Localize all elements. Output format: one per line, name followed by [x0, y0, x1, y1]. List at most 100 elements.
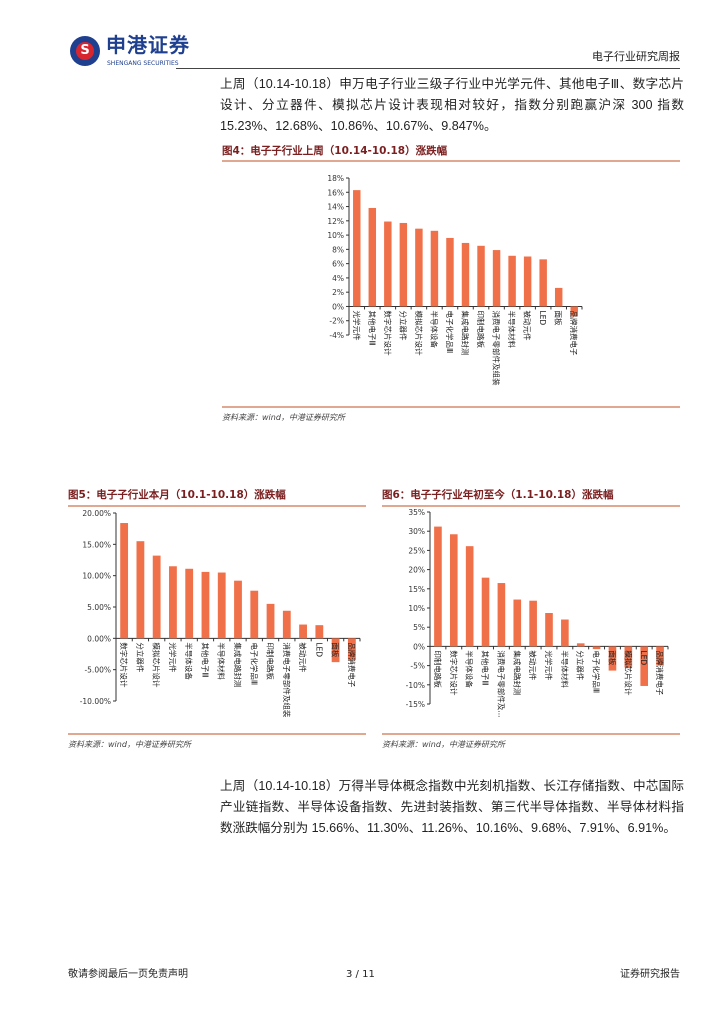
x-tick-label: 分立器件	[135, 642, 145, 672]
x-tick-label: 半导体设备	[184, 642, 194, 680]
y-tick-label: 10%	[327, 231, 344, 240]
bar	[561, 619, 569, 647]
x-tick-label: 电子化学品Ⅲ	[445, 310, 455, 353]
bar	[368, 207, 377, 307]
figure-5-title: 图5：电子子行业本月（10.1-10.18）涨跌幅	[68, 489, 286, 501]
y-tick-label: 35%	[408, 508, 425, 517]
bar	[201, 571, 210, 639]
bar	[529, 600, 537, 647]
bar	[234, 580, 242, 639]
x-tick-label: 消费电子零部件及组装	[282, 642, 292, 717]
bar	[608, 646, 617, 671]
y-tick-label: -15%	[406, 700, 425, 709]
y-tick-label: -10.00%	[80, 697, 111, 706]
bar	[461, 242, 470, 307]
bar	[315, 625, 324, 639]
bar	[640, 646, 649, 686]
x-tick-label: LED	[538, 310, 547, 325]
bar	[465, 546, 474, 647]
y-tick-label: -2%	[329, 317, 344, 326]
bar	[539, 259, 547, 307]
bar	[545, 612, 553, 647]
y-tick-label: 8%	[332, 245, 344, 254]
x-tick-label: 面板	[331, 642, 341, 657]
y-tick-label: 20%	[408, 566, 425, 575]
y-tick-label: 10.00%	[82, 572, 111, 581]
y-tick-label: 5.00%	[87, 603, 111, 612]
x-tick-label: 半导体设备	[429, 310, 439, 348]
bar	[497, 583, 506, 647]
y-tick-label: 4%	[332, 274, 344, 283]
bar	[120, 523, 129, 639]
x-tick-label: 集成电路封测	[512, 650, 522, 695]
bar	[384, 221, 392, 307]
divider	[222, 406, 680, 408]
bar	[656, 646, 664, 666]
x-tick-label: 品牌消费电子	[347, 642, 357, 687]
x-tick-label: 被动元件	[298, 642, 308, 672]
header-rule	[176, 68, 680, 69]
bar	[299, 624, 307, 639]
bar	[169, 566, 177, 639]
bar	[399, 222, 408, 307]
y-tick-label: 2%	[332, 288, 344, 297]
x-tick-label: 光学元件	[544, 650, 554, 680]
bar	[430, 230, 439, 307]
x-tick-label: 半导体设备	[465, 650, 475, 688]
x-tick-label: 其他电子Ⅲ	[367, 310, 377, 345]
bar	[331, 638, 340, 663]
bar	[592, 646, 601, 650]
y-tick-label: 12%	[327, 217, 344, 226]
x-tick-label: 半导体材料	[217, 642, 227, 680]
report-type: 电子行业研究周报	[592, 50, 680, 63]
y-tick-label: 10%	[408, 604, 425, 613]
x-tick-label: 半导体材料	[560, 650, 570, 688]
bar	[523, 256, 532, 307]
x-tick-label: 被动元件	[523, 310, 533, 340]
divider	[382, 733, 680, 735]
figure-6-source: 资料来源：wind，中港证券研究所	[382, 740, 505, 749]
figure-4-chart: -4% -2% 0% 2% 4% 6% 8% 10% 12% 14% 16% 18% 光学元件 其他电子Ⅲ…	[327, 174, 583, 386]
x-tick-label: 印制电路板	[476, 310, 486, 348]
y-tick-label: 30%	[408, 527, 425, 536]
x-tick-label: 电子化学品Ⅲ	[249, 642, 259, 685]
y-tick-label: 18%	[327, 174, 344, 183]
bar	[449, 534, 458, 647]
logo-mark: S	[76, 42, 94, 60]
x-tick-label: 集成电路封测	[233, 642, 243, 687]
divider	[382, 505, 680, 507]
bar	[282, 610, 291, 639]
x-tick-label: 模拟芯片设计	[152, 642, 162, 687]
bar	[624, 646, 633, 668]
y-tick-label: -5%	[410, 662, 425, 671]
y-tick-label: 0.00%	[87, 634, 111, 643]
x-tick-label: 面板	[554, 310, 564, 325]
y-tick-label: 20.00%	[82, 509, 111, 518]
y-tick-label: -4%	[329, 331, 344, 340]
divider	[68, 505, 366, 507]
y-tick-label: 0%	[332, 302, 344, 311]
divider	[68, 733, 366, 735]
bar	[576, 643, 585, 647]
bar	[152, 555, 161, 639]
bar	[185, 568, 194, 639]
figure-6-title: 图6：电子子行业年初至今（1.1-10.18）涨跌幅	[382, 489, 614, 501]
bar	[434, 526, 442, 647]
bar	[415, 228, 423, 307]
x-tick-label: LED	[639, 650, 648, 665]
bar	[217, 572, 226, 639]
paragraph-2: 上周（10.14-10.18）万得半导体概念指数中光刻机指数、长江存储指数、中芯…	[220, 779, 684, 835]
bar	[353, 190, 361, 307]
x-tick-label: 印制电路板	[433, 650, 443, 688]
bar	[508, 255, 516, 307]
x-tick-label: 分立器件	[398, 310, 408, 340]
figure-4-source: 资料来源：wind，中港证券研究所	[222, 413, 345, 422]
x-tick-label: 模拟芯片设计	[414, 310, 424, 355]
divider	[222, 160, 680, 162]
x-tick-label: 其他电子Ⅲ	[481, 650, 491, 685]
y-tick-label: 5%	[413, 623, 425, 632]
bar	[136, 541, 145, 639]
y-tick-label: 14%	[327, 203, 344, 212]
x-tick-label: 面板	[607, 650, 617, 665]
